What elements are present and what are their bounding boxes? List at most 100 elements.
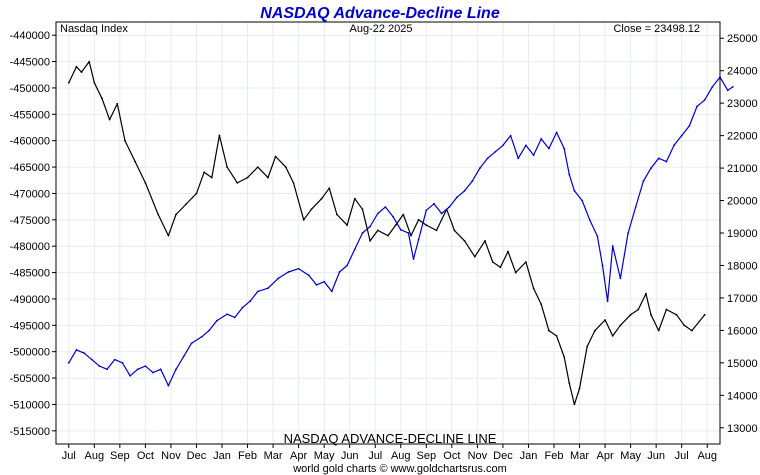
x-tick-label: Mar: [264, 450, 283, 462]
nasdaq_index-point: [440, 212, 443, 215]
nasdaq_index-point: [563, 147, 566, 150]
nasdaq_index-point: [267, 287, 269, 290]
nasdaq_index-point: [540, 138, 543, 140]
nasdaq_index-point: [642, 180, 645, 183]
chart-title: NASDAQ Advance-Decline Line: [260, 5, 500, 22]
nasdaq_index-point: [555, 131, 558, 134]
advance_decline-point: [473, 255, 476, 258]
x-axis-ticks: Jul Aug Sep Oct Nov Dec Jan Feb Mar Apr May Jun Jul A…: [62, 444, 717, 462]
advance_decline-point: [116, 102, 119, 105]
advance_decline-point: [376, 229, 379, 232]
advance_decline-point: [578, 387, 581, 390]
nasdaq_index-point: [665, 160, 668, 163]
advance_decline-point: [93, 81, 96, 84]
nasdaq_index-point: [688, 125, 691, 127]
left-tick-label: -495000: [10, 320, 50, 332]
nasdaq_index-point: [627, 232, 629, 234]
nasdaq_index-point: [376, 212, 379, 215]
advance_decline-point: [594, 329, 596, 332]
nasdaq_index-point: [256, 290, 259, 293]
x-tick-label: Jul: [368, 450, 382, 462]
x-tick-label: Oct: [443, 450, 460, 462]
advance_decline-point: [691, 329, 693, 332]
nasdaq_index-point: [353, 248, 356, 251]
left-tick-label: -490000: [10, 294, 50, 306]
nasdaq_index-point: [399, 228, 402, 231]
advance_decline-point: [650, 313, 652, 316]
nasdaq_index-point: [471, 180, 474, 183]
advance_decline-point: [611, 335, 614, 337]
nasdaq_index-point: [731, 86, 734, 88]
nasdaq_index-point: [581, 199, 583, 202]
advance_decline-point: [175, 213, 177, 216]
advance_decline-point: [532, 287, 535, 290]
advance_decline-point: [410, 234, 412, 237]
nasdaq_index-point: [297, 267, 300, 270]
nasdaq_index-point: [532, 154, 535, 157]
advance_decline-point: [703, 313, 706, 316]
close-value-label: Close = 23498.12: [613, 23, 700, 35]
nasdaq_index-point: [433, 202, 435, 205]
advance_decline-point: [302, 218, 305, 221]
advance_decline-point: [514, 271, 517, 274]
nasdaq_index-point: [657, 157, 660, 160]
advance_decline-point: [555, 335, 558, 337]
nasdaq_index-point: [494, 150, 497, 153]
nasdaq_index-point: [121, 361, 124, 364]
footer-credit: world gold charts © www.goldchartsrus.co…: [292, 463, 507, 475]
right-tick-label: 21000: [727, 163, 758, 175]
advance_decline-point: [167, 234, 170, 237]
x-tick-label: Dec: [493, 450, 513, 462]
nasdaq_index-point: [287, 271, 290, 273]
advance_decline-point: [274, 155, 277, 158]
x-tick-label: Mar: [570, 450, 589, 462]
advance_decline-point: [320, 197, 323, 200]
right-axis-ticks: 25000 24000 23000 22000 21000 20000 19000 18000…: [720, 33, 758, 435]
left-tick-label: -465000: [10, 162, 50, 174]
nasdaq_index-point: [634, 206, 637, 208]
advance_decline-point: [101, 97, 103, 100]
nasdaq_index-point: [361, 232, 364, 234]
advance_decline-point: [108, 118, 111, 121]
x-tick-label: May: [620, 450, 641, 462]
nasdaq_index-point: [611, 245, 614, 247]
advance_decline-point: [568, 382, 571, 385]
nasdaq_index-point: [407, 232, 410, 234]
nasdaq_index-point: [369, 225, 371, 228]
right-tick-label: 17000: [727, 293, 758, 305]
left-tick-label: -480000: [10, 241, 50, 253]
x-tick-label: Feb: [238, 450, 257, 462]
advance_decline-point: [328, 187, 331, 190]
x-tick-label: Jul: [62, 450, 76, 462]
left-axis-ticks: -440000 -445000 -450000 -455000 -460000 -4650…: [10, 30, 56, 438]
x-tick-label: Apr: [290, 450, 307, 462]
advance_decline-point: [267, 176, 269, 179]
nasdaq_index-line: [68, 76, 734, 387]
left-tick-label: -460000: [10, 136, 50, 148]
nasdaq_index-point: [517, 157, 520, 160]
advance_decline-point: [675, 313, 678, 316]
nasdaq_index-point: [463, 189, 466, 192]
nasdaq_index-point: [696, 105, 698, 108]
nasdaq_index-point: [277, 277, 280, 280]
nasdaq_index-point: [726, 89, 729, 92]
nasdaq_index-point: [417, 238, 420, 241]
x-tick-label: Aug: [391, 450, 411, 462]
nasdaq_index-point: [226, 313, 229, 316]
nasdaq_index-point: [144, 365, 147, 367]
nasdaq_index-point: [98, 365, 101, 367]
advance_decline-point: [284, 166, 287, 169]
advance_decline-point: [185, 203, 188, 205]
nasdaq_index-point: [601, 264, 604, 267]
right-tick-label: 13000: [727, 423, 758, 435]
advance_decline-point: [67, 81, 70, 84]
index-name-label: Nasdaq Index: [60, 23, 128, 35]
right-tick-label: 19000: [727, 228, 758, 240]
advance_decline-point: [637, 308, 640, 311]
nasdaq_index-point: [113, 358, 116, 361]
left-tick-label: -440000: [10, 30, 50, 42]
advance_decline-point: [604, 319, 606, 321]
advance_decline-point: [124, 139, 126, 142]
series-layer: [67, 60, 734, 406]
